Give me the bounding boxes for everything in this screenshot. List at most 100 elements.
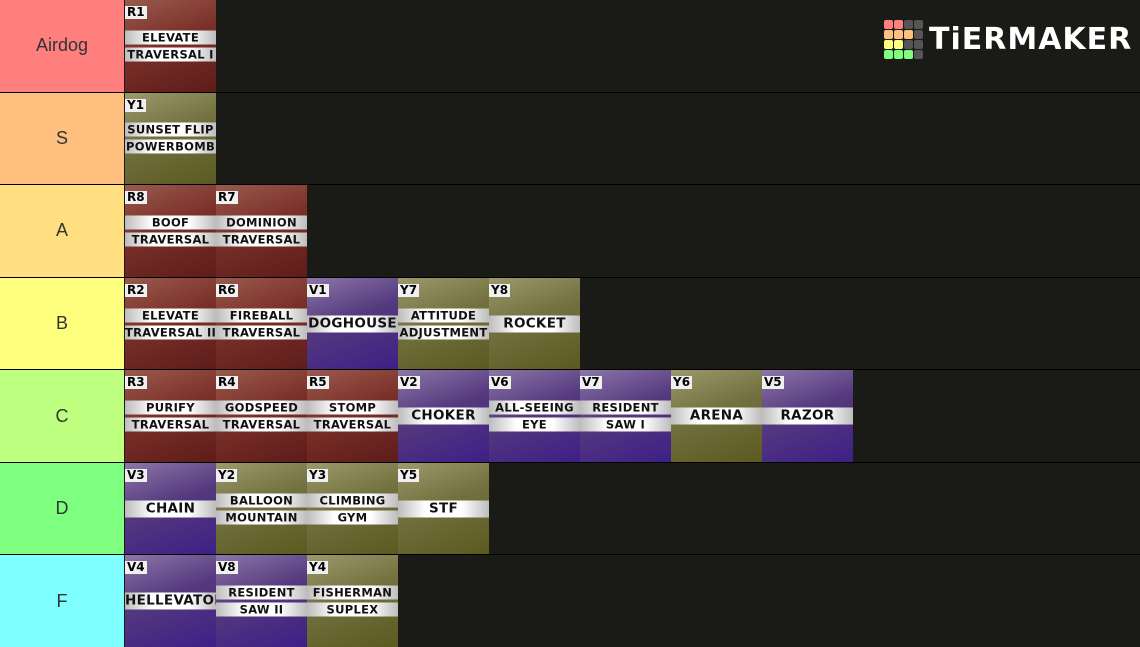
item-title: ROCKET bbox=[489, 315, 580, 333]
tier-label: B bbox=[0, 277, 124, 370]
item-title-line: RESIDENT bbox=[580, 400, 671, 415]
item-title-line: MOUNTAIN bbox=[216, 510, 307, 525]
tier-row: B R2 ELEVATE TRAVERSAL II R6 FIREBALL TRAVERSA… bbox=[0, 277, 1140, 370]
item-title: DOGHOUSE bbox=[307, 315, 398, 333]
item-title-line: CLIMBING bbox=[307, 493, 398, 508]
tier-item: V1 DOGHOUSE bbox=[307, 277, 398, 370]
tier-row: D V3 CHAIN Y2 BALLOON MOUNTAIN Y3 CLIMBING GYM Y5… bbox=[0, 462, 1140, 555]
tier-item: V3 CHAIN bbox=[125, 462, 216, 555]
item-title: ARENA bbox=[671, 407, 762, 425]
item-title: ATTITUDE ADJUSTMENT bbox=[398, 308, 489, 340]
item-title: FIREBALL TRAVERSAL bbox=[216, 308, 307, 340]
tier-item: Y8 ROCKET bbox=[489, 277, 580, 370]
tier-item: Y6 ARENA bbox=[671, 370, 762, 462]
item-title: SUNSET FLIP POWERBOMB bbox=[125, 122, 216, 154]
item-code: R7 bbox=[216, 190, 238, 205]
item-title: FISHERMAN SUPLEX bbox=[307, 585, 398, 617]
item-title-line: PURIFY bbox=[125, 400, 216, 415]
tier-items: Y1 SUNSET FLIP POWERBOMB bbox=[125, 92, 216, 185]
tier-items: V3 CHAIN Y2 BALLOON MOUNTAIN Y3 CLIMBING GYM Y5 S… bbox=[125, 462, 489, 555]
tier-row: S Y1 SUNSET FLIP POWERBOMB bbox=[0, 92, 1140, 185]
tier-items: R2 ELEVATE TRAVERSAL II R6 FIREBALL TRAVERSAL… bbox=[125, 277, 580, 370]
item-code: V5 bbox=[762, 375, 784, 390]
tier-items: R3 PURIFY TRAVERSAL R4 GODSPEED TRAVERSAL R5 ST… bbox=[125, 370, 853, 462]
tier-item: V5 RAZOR bbox=[762, 370, 853, 462]
item-title-line: TRAVERSAL bbox=[125, 417, 216, 432]
item-code: Y4 bbox=[307, 560, 329, 575]
item-title: STF bbox=[398, 500, 489, 518]
tier-row: A R8 BOOF TRAVERSAL R7 DOMINION TRAVERSAL bbox=[0, 185, 1140, 277]
item-title-line: HELLEVATOR bbox=[125, 592, 216, 610]
item-title-line: TRAVERSAL bbox=[216, 417, 307, 432]
item-title: BALLOON MOUNTAIN bbox=[216, 493, 307, 525]
item-title-line: STF bbox=[398, 500, 489, 518]
item-title-line: FISHERMAN bbox=[307, 585, 398, 600]
tier-item: R2 ELEVATE TRAVERSAL II bbox=[125, 277, 216, 370]
item-title: RESIDENT SAW II bbox=[216, 585, 307, 617]
tier-item: Y2 BALLOON MOUNTAIN bbox=[216, 462, 307, 555]
tier-label: A bbox=[0, 185, 124, 277]
tier-row: Airdog R1 ELEVATE TRAVERSAL I bbox=[0, 0, 1140, 92]
logo-icon bbox=[884, 20, 923, 59]
item-title-line: DOMINION bbox=[216, 215, 307, 230]
tier-row: C R3 PURIFY TRAVERSAL R4 GODSPEED TRAVERSAL R5 S… bbox=[0, 370, 1140, 462]
item-title-line: TRAVERSAL I bbox=[125, 47, 216, 62]
item-code: R8 bbox=[125, 190, 147, 205]
item-title-line: SUPLEX bbox=[307, 602, 398, 617]
tier-item: Y4 FISHERMAN SUPLEX bbox=[307, 555, 398, 647]
tier-item: V4 HELLEVATOR bbox=[125, 555, 216, 647]
item-code: R3 bbox=[125, 375, 147, 390]
tier-item: V8 RESIDENT SAW II bbox=[216, 555, 307, 647]
tier-label: Airdog bbox=[0, 0, 124, 92]
item-title-line: STOMP bbox=[307, 400, 398, 415]
item-title: CHAIN bbox=[125, 500, 216, 518]
item-code: Y7 bbox=[398, 282, 420, 297]
tier-item: V6 ALL-SEEING EYE bbox=[489, 370, 580, 462]
item-title: HELLEVATOR bbox=[125, 592, 216, 610]
tier-item: Y5 STF bbox=[398, 462, 489, 555]
item-title-line: BALLOON bbox=[216, 493, 307, 508]
item-title-line: BOOF bbox=[125, 215, 216, 230]
item-title-line: SUNSET FLIP bbox=[125, 122, 216, 137]
tier-label: C bbox=[0, 370, 124, 462]
item-title-line: GODSPEED bbox=[216, 400, 307, 415]
item-code: Y1 bbox=[125, 97, 147, 112]
item-title-line: POWERBOMB bbox=[125, 139, 216, 154]
item-title-line: ATTITUDE bbox=[398, 308, 489, 323]
item-title-line: DOGHOUSE bbox=[307, 315, 398, 333]
tier-item: Y7 ATTITUDE ADJUSTMENT bbox=[398, 277, 489, 370]
item-title: DOMINION TRAVERSAL bbox=[216, 215, 307, 247]
item-title: CHOKER bbox=[398, 407, 489, 425]
tier-row: F V4 HELLEVATOR V8 RESIDENT SAW II Y4 FISHERMAN… bbox=[0, 555, 1140, 647]
item-code: V8 bbox=[216, 560, 238, 575]
item-title-line: TRAVERSAL bbox=[216, 232, 307, 247]
item-title-line: ELEVATE bbox=[125, 30, 216, 45]
item-title-line: RAZOR bbox=[762, 407, 853, 425]
item-title-line: ELEVATE bbox=[125, 308, 216, 323]
tier-items: R8 BOOF TRAVERSAL R7 DOMINION TRAVERSAL bbox=[125, 185, 307, 277]
item-title: STOMP TRAVERSAL bbox=[307, 400, 398, 432]
item-title-line: SAW I bbox=[580, 417, 671, 432]
item-code: R1 bbox=[125, 5, 147, 19]
item-code: V2 bbox=[398, 375, 420, 390]
tier-item: V7 RESIDENT SAW I bbox=[580, 370, 671, 462]
item-code: Y8 bbox=[489, 282, 511, 297]
item-title-line: TRAVERSAL bbox=[307, 417, 398, 432]
item-code: Y3 bbox=[307, 467, 329, 482]
item-title: RAZOR bbox=[762, 407, 853, 425]
item-title: RESIDENT SAW I bbox=[580, 400, 671, 432]
item-code: R5 bbox=[307, 375, 329, 390]
logo-text: TiERMAKER bbox=[929, 22, 1133, 57]
tier-item: R6 FIREBALL TRAVERSAL bbox=[216, 277, 307, 370]
item-code: Y5 bbox=[398, 467, 420, 482]
tier-label: S bbox=[0, 92, 124, 185]
tier-item: R1 ELEVATE TRAVERSAL I bbox=[125, 0, 216, 92]
item-code: V7 bbox=[580, 375, 602, 390]
item-code: V4 bbox=[125, 560, 147, 575]
item-code: R2 bbox=[125, 282, 147, 297]
item-code: V1 bbox=[307, 282, 329, 297]
item-title-line: GYM bbox=[307, 510, 398, 525]
item-title: PURIFY TRAVERSAL bbox=[125, 400, 216, 432]
item-title-line: TRAVERSAL bbox=[216, 325, 307, 340]
item-title: CLIMBING GYM bbox=[307, 493, 398, 525]
